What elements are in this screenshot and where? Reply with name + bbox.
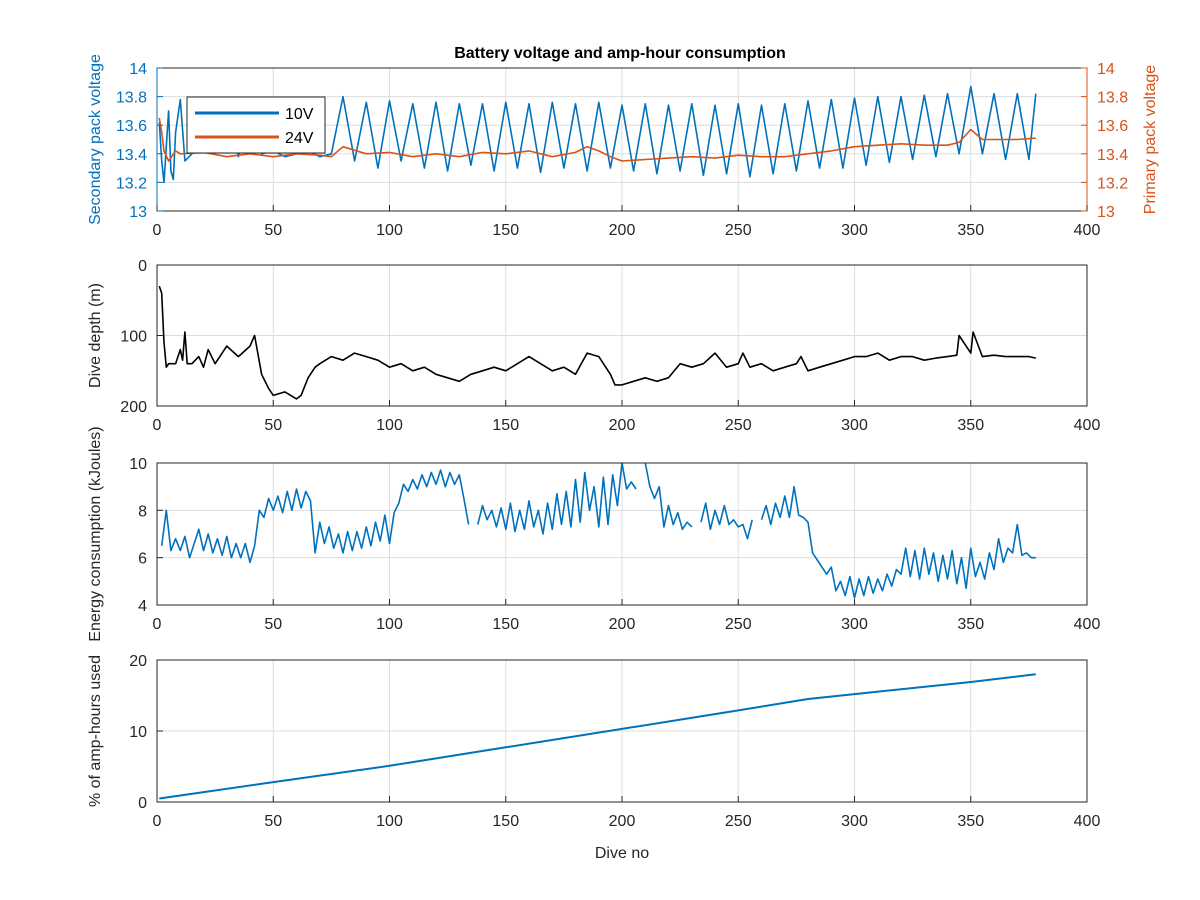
- x-tick-label: 350: [957, 616, 984, 633]
- x-tick-label: 400: [1074, 222, 1101, 239]
- y-tick-label: 13.6: [116, 118, 147, 135]
- series-line-24v-seg-1: [158, 117, 1036, 162]
- y-tick-label: 10: [129, 456, 147, 473]
- series-line-1-seg-1: [158, 285, 1036, 400]
- x-tick-label: 250: [725, 417, 752, 434]
- x-axis-label: Dive no: [595, 845, 649, 862]
- x-tick-label: 100: [376, 417, 403, 434]
- x-tick-label: 150: [492, 222, 519, 239]
- x-tick-label: 250: [725, 616, 752, 633]
- y-right-tick-label: 13.4: [1097, 147, 1128, 164]
- y-tick-label: 4: [138, 598, 147, 615]
- x-tick-label: 300: [841, 616, 868, 633]
- y-tick-label: 6: [138, 551, 147, 568]
- axes-panel-4: 0 50 100 150 200 250 300 350 400 0 10 20 % of amp-ho…: [87, 653, 1100, 862]
- y-tick-label: 0: [138, 795, 147, 812]
- x-tick-label: 50: [264, 417, 282, 434]
- axes-panel-2: 0 50 100 150 200 250 300 350 400 0 100 200 Dive dept…: [87, 258, 1100, 434]
- x-tick-label: 250: [725, 222, 752, 239]
- x-tick-label: 200: [609, 616, 636, 633]
- series-line-1-seg-1: [160, 469, 470, 564]
- series-line-1-seg-2: [477, 462, 637, 535]
- y-axis-label: % of amp-hours used: [87, 655, 104, 807]
- x-tick-label: 100: [376, 616, 403, 633]
- x-tick-label: 300: [841, 813, 868, 830]
- x-tick-label: 50: [264, 222, 282, 239]
- series-line-1-seg-4: [700, 502, 753, 540]
- series-line-1-seg-5: [760, 485, 1036, 599]
- x-tick-label: 250: [725, 813, 752, 830]
- x-tick-label: 150: [492, 417, 519, 434]
- y-tick-label: 13.4: [116, 147, 147, 164]
- legend-label-10v: 10V: [285, 106, 314, 123]
- axes-panel-3: 0 50 100 150 200 250 300 350 400 4 6 8 10 Energy cons…: [87, 426, 1100, 641]
- x-tick-label: 200: [609, 222, 636, 239]
- x-tick-label: 400: [1074, 417, 1101, 434]
- x-tick-label: 350: [957, 222, 984, 239]
- y-right-tick-label: 13.8: [1097, 90, 1128, 107]
- y-tick-label: 10: [129, 724, 147, 741]
- y-tick-label: 200: [120, 399, 147, 416]
- y-tick-label: 0: [138, 258, 147, 275]
- x-tick-label: 0: [153, 616, 162, 633]
- x-tick-label: 400: [1074, 813, 1101, 830]
- x-tick-label: 100: [376, 813, 403, 830]
- x-tick-label: 400: [1074, 616, 1101, 633]
- x-tick-label: 150: [492, 616, 519, 633]
- x-tick-label: 50: [264, 616, 282, 633]
- x-tick-label: 350: [957, 417, 984, 434]
- y-tick-label: 13.8: [116, 90, 147, 107]
- x-tick-label: 350: [957, 813, 984, 830]
- y-axis-label: Secondary pack voltage: [87, 54, 104, 225]
- x-tick-label: 50: [264, 813, 282, 830]
- y-tick-label: 13: [129, 204, 147, 221]
- x-tick-label: 150: [492, 813, 519, 830]
- x-tick-label: 100: [376, 222, 403, 239]
- y-right-tick-label: 13.6: [1097, 118, 1128, 135]
- y-right-tick-label: 14: [1097, 61, 1115, 78]
- x-tick-label: 300: [841, 222, 868, 239]
- y-tick-label: 20: [129, 653, 147, 670]
- y-right-tick-label: 13: [1097, 204, 1115, 221]
- x-tick-label: 200: [609, 417, 636, 434]
- y-tick-label: 100: [120, 329, 147, 346]
- x-tick-label: 200: [609, 813, 636, 830]
- chart-title: Battery voltage and amp-hour consumption: [454, 45, 786, 62]
- legend-box: [186, 96, 326, 154]
- x-tick-label: 300: [841, 417, 868, 434]
- y-axis-label-right: Primary pack voltage: [1142, 65, 1159, 214]
- series-line-1-seg-3: [644, 462, 693, 531]
- y-right-tick-label: 13.2: [1097, 175, 1128, 192]
- y-axis-label: Dive depth (m): [87, 283, 104, 388]
- x-tick-label: 0: [153, 417, 162, 434]
- axes-layer: 0 50 100 150 200 250 300 350 4001313.213.413.613…: [87, 54, 1159, 862]
- x-tick-label: 0: [153, 813, 162, 830]
- y-tick-label: 13.2: [116, 175, 147, 192]
- series-line-1-seg-1: [159, 673, 1036, 800]
- y-tick-label: 8: [138, 503, 147, 520]
- legend-label-24v: 24V: [285, 130, 314, 147]
- y-tick-label: 14: [129, 61, 147, 78]
- y-axis-label: Energy consumption (kJoules): [87, 426, 104, 641]
- x-tick-label: 0: [153, 222, 162, 239]
